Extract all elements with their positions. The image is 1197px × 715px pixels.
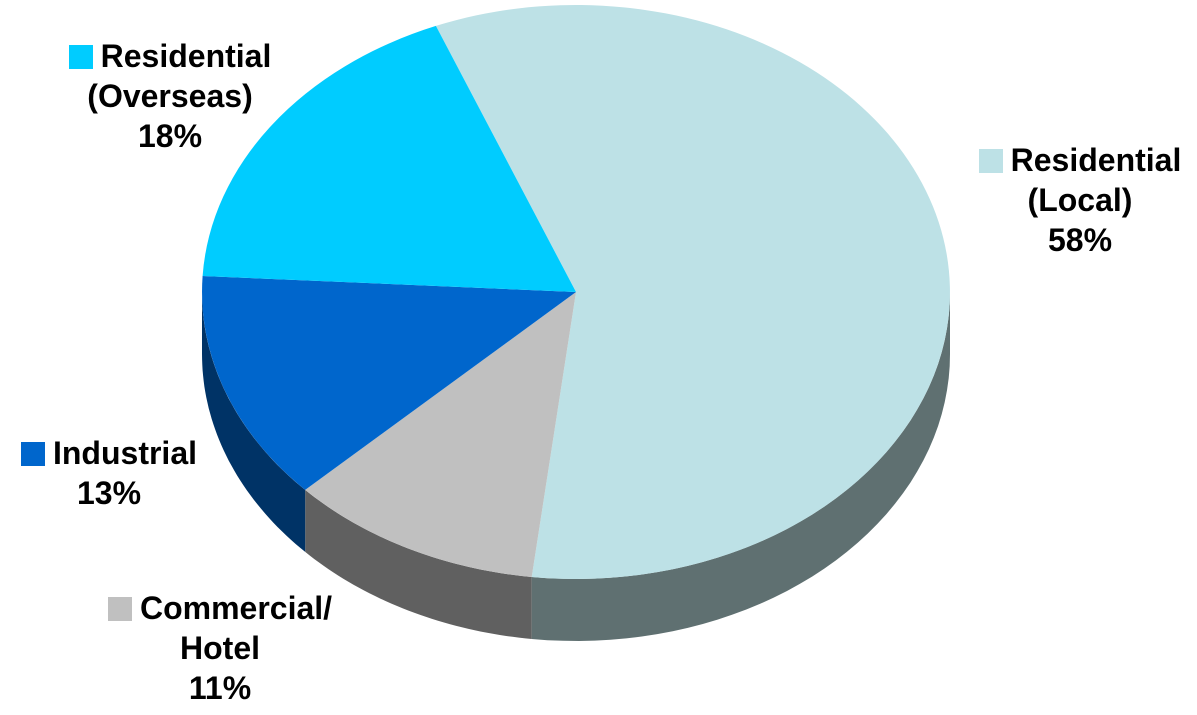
label-commercial-hotel-line2: Hotel: [180, 630, 260, 666]
pie-slice-residential-overseas: [202, 25, 576, 293]
label-residential-local: Residential (Local) 58%: [960, 140, 1197, 260]
pie-slice-commercial-hotel: [305, 292, 576, 577]
label-commercial-hotel-value: 11%: [188, 670, 252, 706]
label-residential-local-line1: Residential: [1010, 142, 1182, 178]
swatch-residential-local: [978, 149, 1003, 173]
label-residential-overseas-line1: Residential: [100, 38, 272, 74]
label-residential-overseas: Residential (Overseas) 18%: [40, 36, 300, 156]
label-industrial-line1: Industrial: [52, 435, 197, 471]
label-commercial-hotel-line1: Commercial/: [139, 590, 333, 626]
label-industrial-value: 13%: [76, 475, 142, 511]
swatch-commercial-hotel: [107, 597, 132, 621]
label-residential-overseas-value: 18%: [137, 118, 203, 154]
label-residential-overseas-line2: (Overseas): [87, 78, 253, 114]
swatch-residential-overseas: [68, 45, 93, 69]
pie-side-commercial-hotel: [305, 489, 532, 639]
pie-slice-industrial: [202, 276, 576, 490]
pie-side-residential-local: [531, 292, 950, 641]
pie-slice-residential-local: [435, 5, 950, 580]
label-residential-local-line2: (Local): [1027, 182, 1133, 218]
label-industrial: Industrial 13%: [4, 433, 214, 513]
label-commercial-hotel: Commercial/ Hotel 11%: [75, 588, 365, 708]
swatch-industrial: [20, 442, 45, 466]
pie-side-industrial: [202, 292, 306, 552]
label-residential-local-value: 58%: [1047, 222, 1113, 258]
